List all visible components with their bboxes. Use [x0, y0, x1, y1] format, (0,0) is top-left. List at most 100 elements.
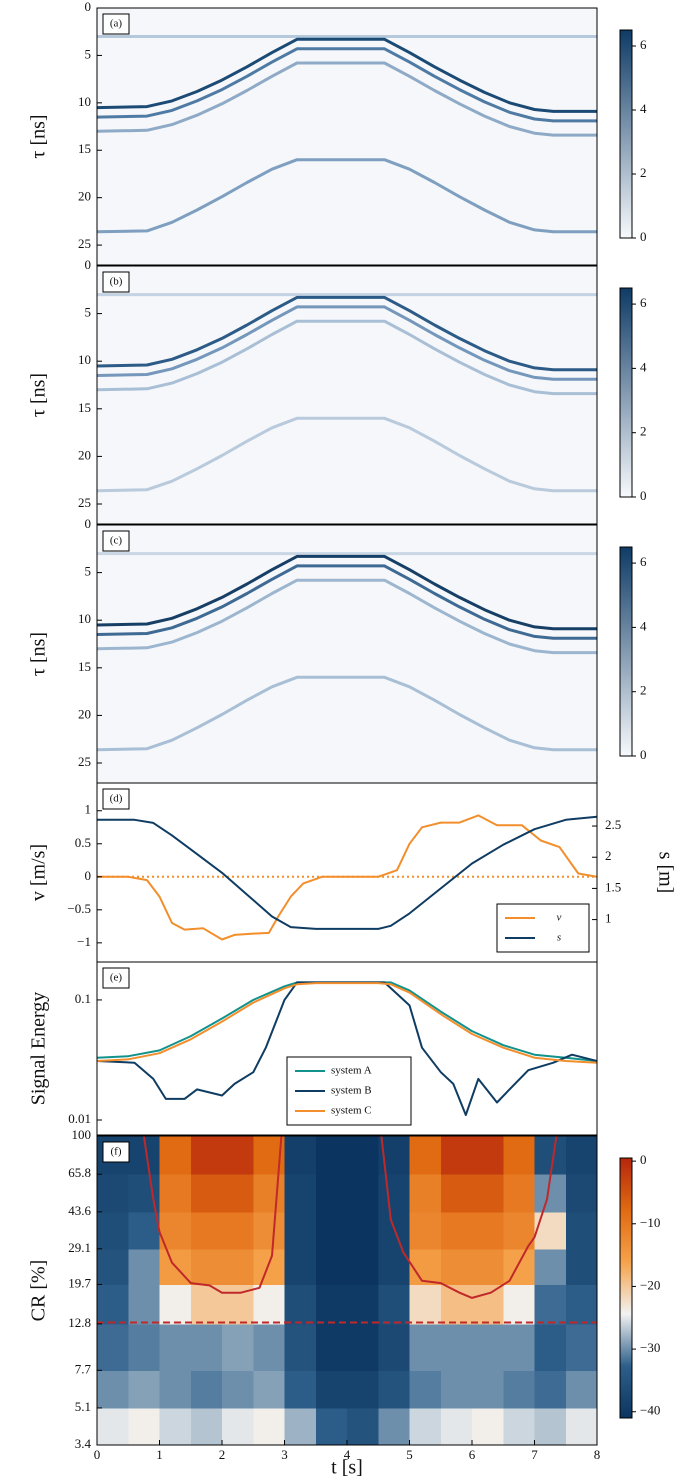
y-axis-label: τ [ns] [28, 114, 50, 158]
colorbar-tick-label: 4 [640, 618, 647, 633]
heatmap-cell [97, 1323, 129, 1371]
legend-label: system B [331, 1085, 372, 1097]
y-tick-label: 0.1 [75, 991, 91, 1006]
plot-area [97, 35, 597, 234]
heatmap-cell [284, 1370, 317, 1409]
x-tick-label: 7 [531, 1447, 538, 1462]
colorbar [619, 29, 633, 239]
plot-frame [96, 961, 598, 1136]
heatmap-cell [190, 1407, 223, 1445]
trace [380, 1136, 558, 1299]
colorbar [619, 287, 633, 498]
heatmap-cell [128, 1284, 160, 1325]
colorbar-tick-label: 0 [640, 1152, 647, 1167]
panel-label-box [102, 1141, 130, 1163]
heatmap-cell [222, 1370, 254, 1409]
colorbar-tick-label: −30 [640, 1340, 660, 1355]
trace [97, 554, 597, 631]
heatmap-cell [534, 1136, 567, 1175]
heatmap-cell [347, 1284, 379, 1325]
heatmap-cell [128, 1407, 160, 1445]
heatmap-cell [97, 1370, 129, 1409]
heatmap-cell [409, 1284, 442, 1325]
heatmap-cell [347, 1248, 379, 1285]
panel-label: (f) [111, 1146, 122, 1158]
y-tick-label: 29.1 [68, 1240, 91, 1255]
heatmap-cell [565, 1136, 597, 1175]
colorbar-tick-label: 6 [640, 295, 647, 310]
trace [97, 319, 597, 396]
line-series [97, 981, 597, 1116]
colorbar-tick-label: 0 [640, 747, 647, 762]
heatmap-cell [472, 1323, 504, 1371]
y2-tick-label: 1.5 [605, 879, 621, 894]
heatmap-cell [503, 1407, 535, 1445]
heatmap-cell [253, 1211, 285, 1250]
heatmap-cell [565, 1323, 597, 1371]
heatmap-cell [565, 1248, 597, 1285]
heatmap-cell [159, 1284, 192, 1325]
y-tick-label: 20 [78, 706, 91, 721]
heatmap-cell [440, 1407, 473, 1445]
trace [97, 675, 597, 752]
heatmap-cell [253, 1407, 285, 1445]
heatmap-cell [503, 1284, 535, 1325]
plot-area [97, 1136, 597, 1445]
trace [97, 564, 597, 640]
heatmap-cell [284, 1136, 317, 1175]
trace [142, 1136, 283, 1294]
y-tick-label: 1 [85, 802, 92, 817]
y-tick-label: 19.7 [68, 1275, 91, 1290]
heatmap-cell [222, 1174, 254, 1213]
x-axis-label: t [s] [331, 1457, 363, 1477]
panel-label-box [102, 13, 130, 35]
colorbar [619, 1157, 633, 1419]
y-tick-label: 10 [78, 94, 91, 109]
panel-label-box [102, 788, 130, 810]
y-tick-label: 0 [85, 868, 92, 883]
y-tick-label: 15 [78, 141, 91, 156]
legend-label: s [557, 932, 561, 944]
plot-frame [96, 265, 598, 525]
heatmap-cell [347, 1211, 379, 1250]
panel-label-box [102, 967, 130, 989]
heatmap-cell [378, 1407, 410, 1445]
line-series [97, 815, 597, 930]
heatmap-cell [97, 1407, 129, 1445]
heatmap-cell [409, 1407, 442, 1445]
heatmap-cell [190, 1136, 223, 1175]
legend-label: v [557, 912, 562, 924]
heatmap-cell [159, 1407, 192, 1445]
heatmap-cell [315, 1323, 348, 1371]
plot-frame [96, 7, 598, 266]
heatmap-cell [284, 1174, 317, 1213]
panel-label: (b) [110, 276, 123, 288]
y-tick-label: 43.6 [68, 1203, 91, 1218]
y-axis-label: v [m/s] [28, 844, 50, 901]
line-series [97, 982, 597, 1064]
heatmap-cell [440, 1211, 473, 1250]
legend-box [496, 903, 590, 953]
y-tick-label: 0 [85, 0, 92, 14]
heatmap-cell [565, 1407, 597, 1445]
heatmap-cell [565, 1284, 597, 1325]
heatmap-cell [315, 1136, 348, 1175]
heatmap-cell [534, 1211, 567, 1250]
trace [97, 416, 597, 493]
y-tick-label: 5.1 [75, 1399, 91, 1414]
heatmap-cell [472, 1248, 504, 1285]
heatmap-cell [534, 1323, 567, 1371]
heatmap-cell [503, 1248, 535, 1285]
heatmap-cell [315, 1211, 348, 1250]
x-tick-label: 1 [156, 1447, 163, 1462]
heatmap-cell [315, 1248, 348, 1285]
y-tick-label: 7.7 [75, 1361, 92, 1376]
heatmap-cell [222, 1407, 254, 1445]
heatmap-cell [222, 1136, 254, 1175]
heatmap-cell [409, 1248, 442, 1285]
trace [97, 578, 597, 655]
y2-tick-label: 2 [605, 848, 612, 863]
y-tick-label: 0.01 [68, 1111, 91, 1126]
heatmap-cell [409, 1323, 442, 1371]
